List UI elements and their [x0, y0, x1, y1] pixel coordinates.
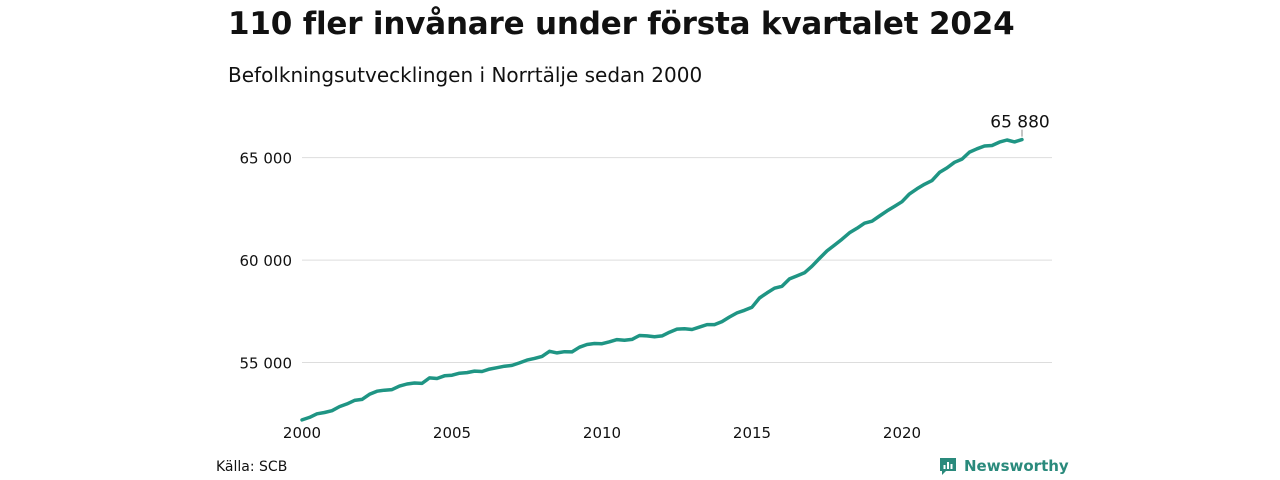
- newsworthy-logo[interactable]: Newsworthy: [938, 456, 1069, 476]
- newsworthy-logo-icon: [940, 458, 956, 475]
- source-label: Källa: SCB: [216, 459, 288, 475]
- y-tick-label: 60 000: [240, 252, 293, 270]
- x-tick-label: 2010: [583, 424, 621, 442]
- y-tick-label: 65 000: [240, 150, 293, 168]
- chart-subtitle: Befolkningsutvecklingen i Norrtälje seda…: [228, 63, 703, 87]
- x-tick-label: 2005: [433, 424, 471, 442]
- end-value-label: 65 880: [990, 113, 1049, 133]
- x-tick-label: 2000: [283, 424, 321, 442]
- x-tick-label: 2015: [733, 424, 771, 442]
- population-line: [300, 137, 1024, 422]
- y-tick-label: 55 000: [240, 355, 293, 373]
- brand-name: Newsworthy: [964, 457, 1069, 475]
- chart-title: 110 fler invånare under första kvartalet…: [228, 6, 1015, 42]
- x-tick-label: 2020: [883, 424, 921, 442]
